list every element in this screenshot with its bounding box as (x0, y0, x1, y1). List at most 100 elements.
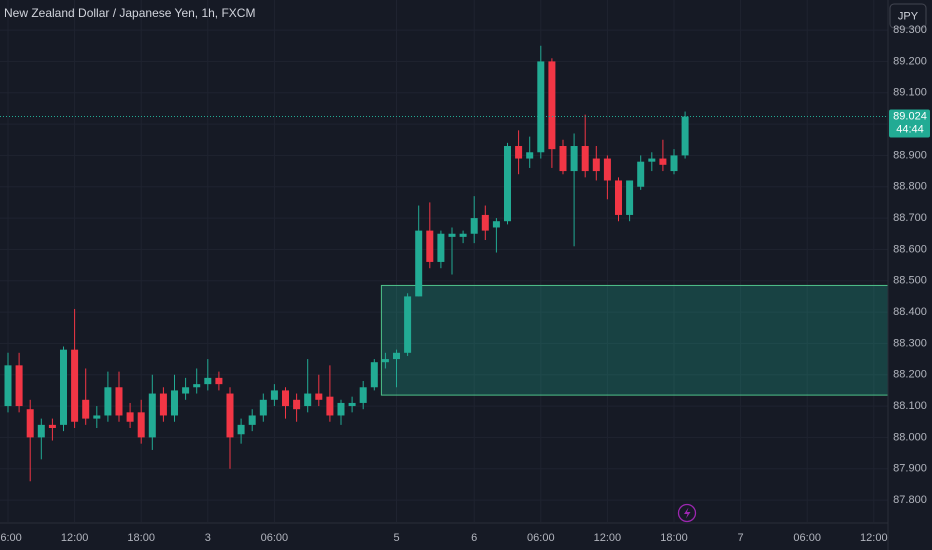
x-tick-label: 12:00 (61, 532, 89, 544)
y-tick-label: 89.300 (893, 24, 927, 36)
x-tick-label: 06:00 (793, 532, 821, 544)
y-tick-label: 88.500 (893, 275, 927, 287)
candle-body (15, 365, 23, 407)
axes: 89.30089.20089.10089.00088.90088.80088.7… (0, 24, 930, 544)
x-tick-label: 6 (471, 532, 477, 544)
candle-body (71, 349, 79, 422)
candle-body (393, 352, 400, 360)
candle-body (359, 387, 367, 403)
candle-body (159, 393, 167, 416)
candle-body (437, 233, 445, 262)
x-tick-label: 7 (738, 532, 744, 544)
candle-body (559, 146, 567, 172)
candle-body (548, 61, 556, 150)
candle-body (515, 146, 523, 159)
candle-body (504, 146, 511, 222)
candle-body (270, 390, 278, 400)
chart-title: New Zealand Dollar / Japanese Yen, 1h, F… (4, 6, 255, 20)
y-tick-label: 88.000 (893, 431, 927, 443)
candle-body (104, 387, 112, 416)
x-tick-label: 5 (393, 532, 399, 544)
candle-body (404, 296, 412, 353)
candle-body (592, 158, 600, 172)
candle-body (637, 161, 645, 187)
grid (0, 0, 888, 522)
y-tick-label: 87.900 (893, 463, 927, 475)
candle-body (204, 377, 212, 385)
icon-circle[interactable] (677, 503, 697, 523)
candle-body (115, 387, 123, 416)
marks (0, 45, 889, 482)
candle-body (681, 116, 689, 156)
zone-box (380, 284, 889, 396)
x-tick-label: 06:00 (261, 532, 289, 544)
candle-body (93, 415, 101, 419)
candle-body (626, 180, 634, 215)
candle-body (82, 399, 90, 419)
lightning-icon[interactable] (677, 503, 697, 523)
y-tick-label: 88.600 (893, 243, 927, 255)
candle-body (492, 221, 500, 228)
x-tick-label: 06:00 (527, 532, 555, 544)
candle-body (459, 233, 467, 237)
candle-body (337, 402, 345, 416)
candle-body (48, 424, 56, 429)
candle-body (315, 393, 323, 400)
price-label: 89.024 (893, 110, 927, 122)
candle-body (526, 152, 534, 159)
x-tick-label: 18:00 (660, 532, 688, 544)
candle-body (670, 155, 678, 172)
y-tick-label: 88.300 (893, 337, 927, 349)
candle-body (259, 399, 267, 416)
candle-body (182, 387, 190, 394)
candle-body (537, 61, 545, 153)
candle-body (470, 218, 478, 234)
price-label-box (889, 109, 930, 138)
y-tick-label: 89.200 (893, 55, 927, 67)
currency-label[interactable]: JPY (898, 10, 919, 22)
x-tick-label: 12:00 (594, 532, 622, 544)
candle-body (326, 396, 334, 416)
candle-body (370, 362, 378, 388)
candle-body (648, 158, 656, 162)
candle-body (126, 412, 134, 422)
candle-body (193, 384, 201, 388)
currency-button[interactable] (889, 3, 927, 29)
icon-bolt[interactable] (684, 507, 691, 519)
candle-body (603, 158, 611, 181)
candle-body (381, 359, 389, 363)
candle-body (237, 424, 245, 435)
y-tick-label: 89.100 (893, 87, 927, 99)
y-tick-label: 88.800 (893, 181, 927, 193)
candle-body (415, 230, 423, 297)
candle-body (426, 230, 434, 262)
candle-body (348, 402, 356, 407)
x-tick-label: 06:00 (0, 532, 22, 544)
candle-body (659, 158, 667, 165)
candle-body (448, 233, 456, 237)
candle-body (37, 424, 45, 438)
countdown-label: 44:44 (896, 123, 924, 135)
candle-body (137, 412, 145, 438)
candle-body (282, 390, 289, 407)
candle-body (226, 393, 234, 438)
y-tick-label: 88.200 (893, 369, 927, 381)
candle-body (248, 415, 256, 425)
candle-body (615, 180, 622, 215)
x-tick-label: 12:00 (860, 532, 888, 544)
candle-body (26, 409, 34, 438)
candle-body (4, 365, 12, 407)
candle-body (293, 399, 301, 410)
candle-body (171, 390, 178, 416)
candle-body (304, 393, 312, 407)
y-tick-label: 88.100 (893, 400, 927, 412)
candle-body (570, 146, 578, 172)
x-tick-label: 3 (205, 532, 211, 544)
candle-body (60, 349, 67, 425)
candle-body (581, 146, 589, 172)
y-tick-label: 88.700 (893, 212, 927, 224)
y-tick-label: 87.800 (893, 494, 927, 506)
y-tick-label: 88.400 (893, 306, 927, 318)
